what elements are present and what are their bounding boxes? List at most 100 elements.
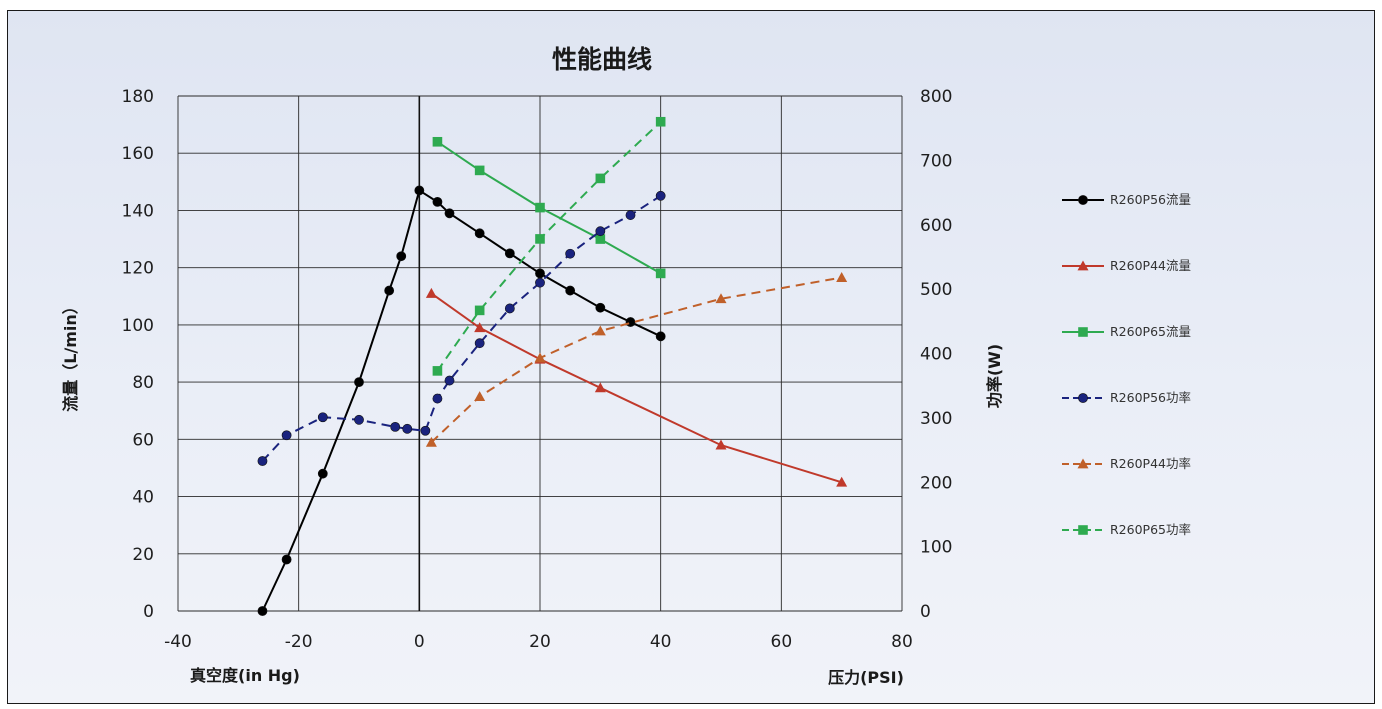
data-point (396, 251, 407, 262)
legend-swatch-marker (1077, 260, 1089, 271)
y-left-tick-label: 80 (132, 373, 154, 393)
data-point (384, 285, 395, 296)
y-right-tick-label: 100 (920, 538, 952, 558)
data-point (595, 302, 606, 313)
y-right-tick-label: 0 (920, 602, 931, 622)
y-left-tick-label: 20 (132, 545, 154, 565)
legend-swatch-marker (1078, 327, 1088, 337)
data-point (565, 285, 576, 296)
data-point (474, 391, 486, 402)
data-point (354, 414, 364, 425)
y-right-tick-label: 200 (920, 473, 952, 493)
data-point (420, 425, 431, 436)
data-point (595, 173, 606, 184)
y-left-tick-label: 40 (132, 488, 154, 508)
data-point (414, 185, 425, 196)
data-point (432, 393, 443, 404)
chart-title: 性能曲线 (552, 45, 652, 74)
data-point (625, 317, 636, 327)
data-point (432, 366, 443, 376)
data-point (715, 439, 727, 450)
data-point (535, 202, 545, 213)
data-point (444, 375, 455, 386)
data-point (565, 248, 576, 259)
y-right-tick-label: 800 (920, 87, 952, 107)
y-axis-label-flow: 流量（L/min） (61, 298, 80, 412)
data-point (425, 287, 437, 298)
data-point (444, 208, 455, 219)
data-point (534, 352, 546, 363)
data-point (535, 277, 545, 288)
data-point (474, 322, 486, 333)
data-point (432, 196, 443, 207)
data-point (317, 468, 328, 479)
data-point (474, 305, 485, 316)
y-left-tick-label: 60 (132, 430, 154, 450)
y-left-tick-label: 160 (122, 144, 154, 164)
x-tick-label: 20 (529, 632, 551, 652)
data-point (836, 272, 848, 282)
data-point (836, 476, 848, 487)
data-point (655, 116, 666, 127)
legend-entry-label: R260P44流量 (1110, 258, 1191, 273)
data-point (474, 228, 485, 239)
data-point (474, 165, 485, 176)
data-point (535, 268, 545, 279)
series-line-1 (261, 188, 662, 612)
data-point (402, 423, 413, 434)
legend-entry-label: R260P44功率 (1110, 456, 1191, 471)
y-left-tick-label: 120 (122, 259, 154, 279)
data-point (595, 234, 606, 244)
y-left-tick-label: 100 (122, 316, 154, 336)
series-line-4 (261, 194, 662, 462)
x-tick-label: -40 (164, 632, 192, 652)
data-point (535, 234, 545, 244)
data-point (625, 210, 636, 220)
data-point (595, 226, 606, 237)
y-left-tick-label: 0 (143, 602, 154, 622)
data-point (655, 331, 666, 342)
y-right-tick-label: 300 (920, 409, 952, 429)
legend-swatch-marker (1078, 525, 1088, 535)
x-tick-label: -20 (285, 632, 313, 652)
x-tick-label: 60 (771, 632, 793, 652)
legend-entry-label: R260P65流量 (1110, 324, 1191, 339)
series-line-5 (430, 276, 842, 444)
x-tick-label: 40 (650, 632, 672, 652)
data-point (257, 456, 268, 466)
data-point (257, 606, 268, 616)
legend-swatch-marker (1078, 195, 1088, 205)
y-left-tick-label: 140 (122, 201, 154, 221)
data-point (594, 325, 606, 336)
y-axis-label-power: 功率(W) (985, 344, 1004, 408)
data-point (655, 190, 666, 201)
data-point (432, 136, 443, 147)
x-tick-label: 80 (891, 632, 913, 652)
legend-entry-label: R260P56流量 (1110, 192, 1191, 207)
y-right-tick-label: 700 (920, 151, 952, 171)
data-point (317, 412, 328, 423)
series-line-3 (436, 140, 662, 275)
series-line-2 (430, 292, 842, 484)
legend-swatch-marker (1078, 393, 1088, 403)
y-right-tick-label: 600 (920, 216, 952, 236)
y-right-tick-label: 500 (920, 280, 952, 300)
data-point (504, 248, 515, 259)
data-point (354, 377, 364, 388)
chart-frame (7, 10, 1375, 704)
x-tick-label: 0 (414, 632, 425, 652)
data-point (655, 268, 666, 279)
x-axis-label-vacuum: 真空度(in Hg) (190, 666, 300, 685)
data-point (281, 554, 292, 565)
data-point (504, 303, 515, 314)
legend-swatch-marker (1077, 458, 1089, 469)
series-line-6 (436, 121, 662, 372)
legend-entry-label: R260P65功率 (1110, 522, 1191, 537)
data-point (281, 430, 292, 441)
data-point (390, 421, 401, 432)
x-axis-label-pressure: 压力(PSI) (828, 668, 904, 687)
legend-entry-label: R260P56功率 (1110, 390, 1191, 405)
y-left-tick-label: 180 (122, 87, 154, 107)
data-point (474, 338, 485, 349)
